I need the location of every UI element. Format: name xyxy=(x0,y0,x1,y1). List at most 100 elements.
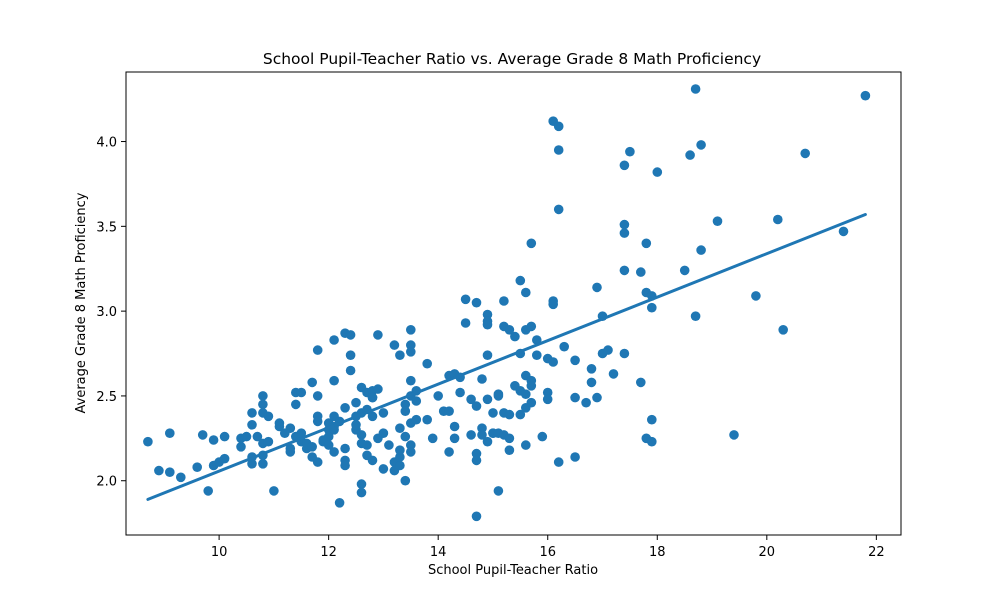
data-point-186 xyxy=(526,381,537,391)
data-point-190 xyxy=(542,387,553,398)
data-point-35 xyxy=(285,447,296,457)
data-point-94 xyxy=(373,330,383,340)
data-point-137 xyxy=(460,318,471,328)
data-point-112 xyxy=(400,406,411,417)
data-point-32 xyxy=(274,421,285,432)
data-point-14 xyxy=(236,442,246,452)
data-point-142 xyxy=(471,401,482,411)
data-point-136 xyxy=(455,387,465,398)
data-point-243 xyxy=(860,90,871,101)
data-point-206 xyxy=(586,364,597,374)
data-point-79 xyxy=(356,430,367,440)
data-point-209 xyxy=(592,392,602,403)
data-point-226 xyxy=(647,302,657,313)
data-point-69 xyxy=(340,443,350,454)
y-tick-label-3.5: 3.5 xyxy=(96,220,117,235)
data-point-228 xyxy=(647,436,657,447)
data-point-237 xyxy=(729,430,739,440)
data-point-83 xyxy=(356,487,367,498)
data-point-219 xyxy=(625,146,635,157)
y-tick-label-3.0: 3.0 xyxy=(96,305,117,320)
data-point-162 xyxy=(499,296,509,306)
data-point-111 xyxy=(400,399,411,410)
data-point-196 xyxy=(548,357,558,367)
data-point-49 xyxy=(312,391,323,401)
data-point-90 xyxy=(367,455,378,466)
data-point-179 xyxy=(521,389,531,400)
x-tick-label-12: 12 xyxy=(320,545,337,560)
data-point-2 xyxy=(154,465,164,476)
data-point-8 xyxy=(203,486,213,496)
data-point-166 xyxy=(504,433,515,444)
data-point-197 xyxy=(553,121,564,132)
data-point-110 xyxy=(400,475,411,486)
data-point-215 xyxy=(619,219,630,230)
data-point-161 xyxy=(493,389,504,400)
data-point-187 xyxy=(532,335,542,345)
data-point-60 xyxy=(329,447,339,457)
plot-area-frame xyxy=(125,71,902,536)
data-point-100 xyxy=(384,440,394,450)
data-point-17 xyxy=(247,459,257,469)
y-axis-ticks: 2.0 2.5 3.0 3.5 4.0 xyxy=(96,136,126,490)
y-tick-label-2.5: 2.5 xyxy=(96,390,117,405)
x-axis-ticks: 10 12 14 16 18 20 22 xyxy=(211,535,885,560)
x-tick-label-22: 22 xyxy=(868,545,885,560)
regression-line xyxy=(146,213,867,501)
y-tick-label-2.0: 2.0 xyxy=(96,475,117,490)
data-point-93 xyxy=(367,392,378,403)
data-point-204 xyxy=(570,452,580,462)
data-point-58 xyxy=(323,440,334,450)
data-point-216 xyxy=(619,228,630,238)
data-point-51 xyxy=(312,457,323,467)
data-point-5 xyxy=(176,472,186,483)
data-point-154 xyxy=(482,394,493,405)
data-point-126 xyxy=(427,433,438,444)
data-point-150 xyxy=(482,309,493,320)
data-point-132 xyxy=(449,421,460,432)
data-point-231 xyxy=(685,150,695,160)
data-point-160 xyxy=(493,486,504,496)
data-point-241 xyxy=(800,148,810,159)
data-point-183 xyxy=(526,321,537,332)
data-point-239 xyxy=(773,214,783,225)
data-point-153 xyxy=(482,350,493,361)
data-point-65 xyxy=(334,498,345,508)
data-point-16 xyxy=(241,431,252,442)
data-point-217 xyxy=(619,265,630,276)
data-point-198 xyxy=(553,145,564,155)
x-tick-label-10: 10 xyxy=(211,545,228,560)
data-point-232 xyxy=(690,84,701,94)
data-point-145 xyxy=(471,511,482,522)
data-point-63 xyxy=(329,335,339,345)
data-point-130 xyxy=(444,447,454,457)
data-point-143 xyxy=(471,448,482,459)
data-point-181 xyxy=(521,440,531,450)
data-point-109 xyxy=(400,431,411,442)
data-point-108 xyxy=(395,445,405,456)
data-point-235 xyxy=(696,245,706,255)
data-point-233 xyxy=(690,311,701,322)
data-point-238 xyxy=(751,291,761,301)
data-point-230 xyxy=(679,265,690,276)
data-point-71 xyxy=(340,403,350,413)
data-point-13 xyxy=(219,431,230,442)
data-point-188 xyxy=(532,350,542,361)
data-point-99 xyxy=(378,408,389,418)
data-point-12 xyxy=(219,453,230,464)
data-point-222 xyxy=(641,238,652,249)
data-point-195 xyxy=(548,299,558,310)
data-point-101 xyxy=(389,340,400,350)
data-point-149 xyxy=(482,436,493,447)
x-tick-label-20: 20 xyxy=(759,545,776,560)
data-point-38 xyxy=(291,399,301,410)
data-point-52 xyxy=(312,416,323,427)
data-point-157 xyxy=(488,408,498,418)
data-point-176 xyxy=(521,287,531,298)
data-point-182 xyxy=(526,238,537,249)
data-point-201 xyxy=(559,341,569,352)
data-point-234 xyxy=(696,140,706,150)
data-point-148 xyxy=(477,374,487,384)
